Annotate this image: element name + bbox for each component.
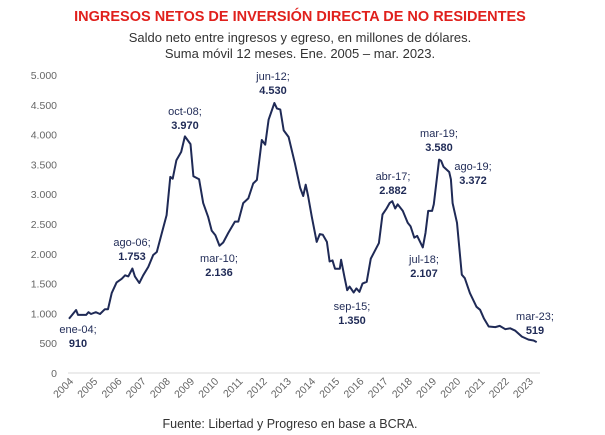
y-tick-label: 5.000 [31, 70, 57, 82]
annotation-date: ene-04; [59, 324, 96, 336]
x-tick-label: 2020 [438, 376, 463, 401]
annotation-value: 3.372 [459, 175, 487, 187]
annotation-date: jul-18; [408, 254, 439, 266]
chart-subtitle-line-1: Saldo neto entre ingresos y egreso, en m… [129, 30, 472, 45]
x-tick-label: 2005 [75, 376, 100, 401]
y-axis: 0 500 1.000 1.500 2.000 2.500 3.000 3.500 4.000 4… [31, 70, 57, 380]
y-tick-label: 2.000 [31, 249, 57, 261]
annotation-value: 3.970 [171, 120, 199, 132]
annotation-value: 2.136 [205, 267, 233, 279]
y-tick-label: 3.000 [31, 189, 57, 201]
x-tick-label: 2007 [124, 376, 149, 401]
annotation-value: 910 [69, 338, 87, 350]
annotation-date: sep-15; [334, 301, 371, 313]
y-tick-label: 1.500 [31, 279, 57, 291]
annotation-date: ago-19; [454, 161, 491, 173]
annotation-value: 4.530 [259, 85, 287, 97]
annotation-value: 1.753 [118, 251, 146, 263]
annotation-date: oct-08; [168, 106, 202, 118]
y-tick-label: 4.000 [31, 130, 57, 142]
x-tick-label: 2021 [463, 376, 488, 401]
x-tick-label: 2022 [487, 376, 512, 401]
annotations: ene-04; 910 ago-06; 1.753 oct-08; 3.970 mar-10… [59, 71, 554, 350]
x-tick-label: 2008 [148, 376, 173, 401]
annotation-date: mar-10; [200, 253, 238, 265]
y-tick-label: 0 [51, 368, 57, 380]
x-tick-label: 2023 [511, 376, 536, 401]
y-tick-label: 3.500 [31, 159, 57, 171]
x-tick-label: 2009 [172, 376, 197, 401]
x-tick-label: 2011 [221, 376, 246, 401]
chart-subtitle-line-2: Suma móvil 12 meses. Ene. 2005 – mar. 20… [165, 46, 435, 61]
annotation-value: 1.350 [338, 315, 366, 327]
series-line [68, 102, 538, 343]
x-tick-label: 2012 [245, 376, 270, 401]
x-axis: 2004 2005 2006 2007 2008 2009 2010 2011 2012 2013… [51, 376, 536, 401]
annotation-date: mar-23; [516, 311, 554, 323]
y-tick-label: 500 [39, 338, 57, 350]
y-tick-label: 4.500 [31, 100, 57, 112]
x-tick-label: 2010 [196, 376, 221, 401]
x-tick-label: 2016 [342, 376, 367, 401]
y-tick-label: 2.500 [31, 219, 57, 231]
annotation-date: ago-06; [113, 237, 150, 249]
x-tick-label: 2017 [366, 376, 391, 401]
annotation-date: jun-12; [255, 71, 290, 83]
annotation-value: 2.107 [410, 268, 438, 280]
x-tick-label: 2014 [293, 376, 318, 401]
x-tick-label: 2013 [269, 376, 294, 401]
x-tick-label: 2019 [414, 376, 439, 401]
annotation-date: mar-19; [420, 128, 458, 140]
x-tick-label: 2015 [317, 376, 342, 401]
x-tick-label: 2006 [100, 376, 125, 401]
annotation-value: 3.580 [425, 142, 453, 154]
annotation-value: 519 [526, 325, 544, 337]
y-tick-label: 1.000 [31, 308, 57, 320]
annotation-date: abr-17; [376, 171, 411, 183]
x-tick-label: 2018 [390, 376, 415, 401]
annotation-value: 2.882 [379, 185, 407, 197]
source-note: Fuente: Libertad y Progreso en base a BC… [162, 417, 417, 431]
chart-title: INGRESOS NETOS DE INVERSIÓN DIRECTA DE N… [74, 7, 526, 25]
